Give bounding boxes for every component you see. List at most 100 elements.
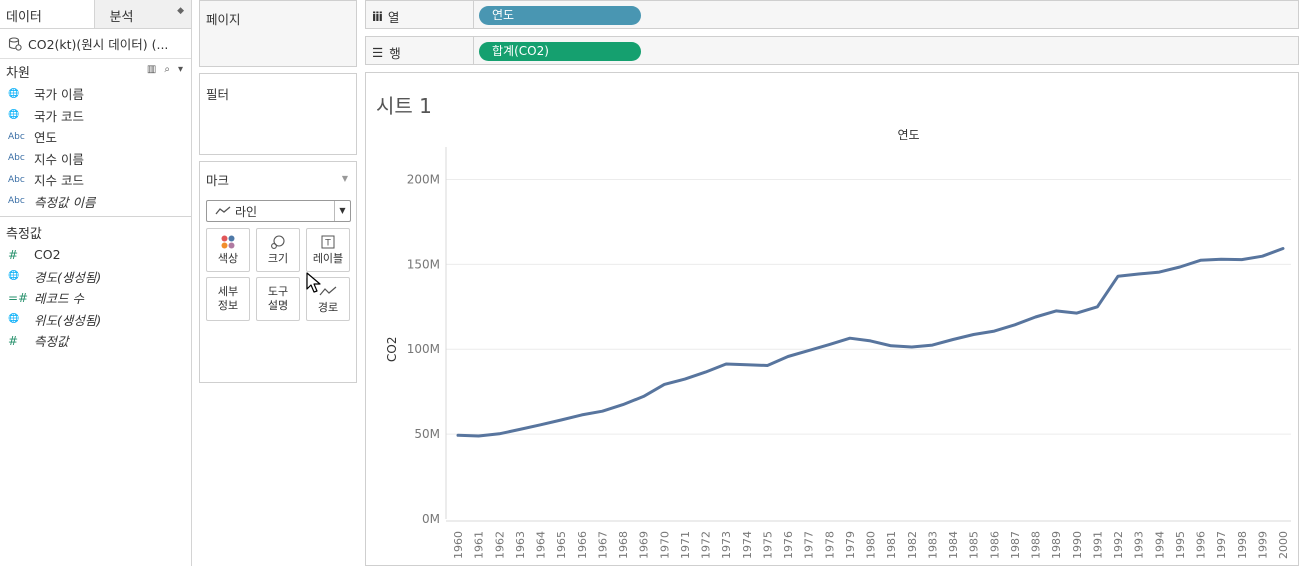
line-mark-icon: [215, 206, 231, 215]
x-tick-label: 1996: [1195, 531, 1208, 559]
x-tick-label: 1976: [782, 531, 795, 559]
pages-title: 페이지: [206, 12, 241, 27]
search-icon[interactable]: ⌕: [164, 64, 170, 75]
measure-field[interactable]: 🌐 경도(생성됨): [0, 266, 191, 288]
columns-shelf-label: iii 열: [372, 7, 399, 26]
dimension-field-label: 국가 이름: [34, 87, 84, 103]
text-label-icon: T: [321, 234, 335, 250]
dimension-field[interactable]: Abc 지수 이름: [0, 148, 191, 170]
x-tick-label: 1972: [700, 531, 713, 559]
x-tick-label: 1969: [638, 531, 651, 559]
dimension-field[interactable]: Abc 지수 코드: [0, 169, 191, 191]
x-tick-label: 1983: [926, 531, 939, 559]
svg-text:T: T: [324, 239, 331, 249]
measure-field[interactable]: 🌐 위도(생성됨): [0, 309, 191, 331]
measure-field-label: 레코드 수: [34, 291, 84, 307]
path-icon: [319, 283, 337, 299]
chevron-down-icon: ▼: [334, 201, 350, 221]
y-tick-label: 50M: [414, 427, 440, 441]
dimension-field[interactable]: 🌐 국가 이름: [0, 83, 191, 105]
marks-menu-icon[interactable]: ▼: [341, 174, 348, 183]
x-tick-label: 1985: [968, 531, 981, 559]
series-line: [456, 247, 1285, 438]
filters-title: 필터: [206, 87, 230, 102]
columns-icon: iii: [372, 9, 383, 24]
color-button[interactable]: 색상: [206, 228, 250, 272]
columns-pill-year[interactable]: 연도: [479, 6, 641, 25]
x-tick-label: 1970: [658, 531, 671, 559]
measure-field-label: 위도(생성됨): [34, 312, 102, 328]
label-button[interactable]: T 레이블: [306, 228, 350, 272]
size-button[interactable]: 크기: [256, 228, 300, 272]
dimension-field-label: 연도: [34, 130, 58, 146]
measure-field[interactable]: # CO2: [0, 244, 191, 266]
x-tick-label: 1980: [865, 531, 878, 559]
x-tick-label: 1973: [720, 531, 733, 559]
view-list-icon[interactable]: ▥: [146, 64, 157, 75]
dimensions-list: 🌐 국가 이름 🌐 국가 코드 Abc 연도 Abc 지수 이름 Abc 지수 코드 Abc 측정값 …: [0, 83, 191, 212]
data-pane-tabs: 데이터 분석 ◆: [0, 0, 191, 29]
globe-icon: 🌐: [8, 314, 20, 325]
rows-shelf[interactable]: ☰ 행 합계(CO2): [365, 36, 1299, 65]
detail-button[interactable]: 세부 정보: [206, 277, 250, 321]
rows-pill-co2[interactable]: 합계(CO2): [479, 42, 641, 61]
x-tick-label: 1995: [1174, 531, 1187, 559]
line-chart: 연도 0M 50M 100M 150M 200M CO2 1960 1961 1962 1963 19…: [385, 128, 1291, 559]
tab-analysis[interactable]: 분석 ◆: [95, 0, 191, 28]
datasource-icon: [8, 36, 22, 51]
dimension-field[interactable]: Abc 측정값 이름: [0, 191, 191, 213]
x-tick-label: 1982: [906, 531, 919, 559]
x-tick-label: 1994: [1153, 531, 1166, 559]
x-tick-label: 1962: [493, 531, 506, 559]
x-tick-label: 1960: [452, 531, 465, 559]
color-icon: [220, 234, 236, 250]
tooltip-label-2: 설명: [267, 299, 289, 312]
number-type-icon: =#: [8, 290, 29, 305]
x-tick-label: 1998: [1236, 531, 1249, 559]
path-button[interactable]: 경로: [306, 277, 350, 321]
rows-shelf-label: ☰ 행: [372, 43, 401, 62]
x-tick-label: 1990: [1071, 531, 1084, 559]
y-tick-label: 150M: [407, 257, 440, 271]
x-tick-label: 1964: [535, 531, 548, 559]
tab-analysis-label: 분석: [109, 10, 134, 25]
columns-shelf[interactable]: iii 열 연도: [365, 0, 1299, 29]
size-label: 크기: [267, 252, 289, 266]
dimensions-menu-icon[interactable]: ▾: [177, 64, 183, 75]
measure-field-label: CO2: [34, 247, 61, 263]
data-pane: 데이터 분석 ◆ CO2(kt)(원시 데이터) (... 차원 ▥ ⌕ ▾ 🌐…: [0, 0, 192, 566]
x-tick-label: 1974: [741, 531, 754, 559]
tab-data[interactable]: 데이터: [0, 0, 96, 28]
color-label: 색상: [217, 252, 239, 266]
dimension-field-label: 지수 코드: [34, 173, 84, 189]
filters-card[interactable]: 필터: [199, 73, 357, 155]
detail-label-2: 정보: [217, 299, 239, 312]
pages-card[interactable]: 페이지: [199, 0, 357, 67]
tab-menu-icon[interactable]: ◆: [177, 6, 184, 16]
x-tick-label: 1984: [947, 531, 960, 559]
shelf-divider: [473, 1, 474, 28]
measure-field[interactable]: # 측정값: [0, 330, 191, 352]
measure-field[interactable]: =# 레코드 수: [0, 287, 191, 309]
dimensions-header: 차원 ▥ ⌕ ▾: [0, 59, 191, 83]
dimensions-title: 차원: [6, 65, 30, 81]
x-tick-label: 1961: [473, 531, 486, 559]
sheet-title[interactable]: 시트 1: [376, 94, 432, 118]
rows-label: 행: [389, 46, 401, 61]
globe-icon: 🌐: [8, 110, 20, 121]
tooltip-label-1: 도구: [267, 285, 289, 299]
mark-type-dropdown[interactable]: 라인 ▼: [206, 200, 351, 222]
x-tick-label: 2000: [1277, 531, 1290, 559]
size-icon: [270, 234, 286, 250]
x-tick-label: 1977: [803, 531, 816, 559]
dimension-field[interactable]: 🌐 국가 코드: [0, 105, 191, 127]
measures-list: # CO2 🌐 경도(생성됨) =# 레코드 수 🌐 위도(생성됨) # 측정값: [0, 244, 191, 352]
tooltip-button[interactable]: 도구 설명: [256, 277, 300, 321]
x-tick-label: 1981: [885, 531, 898, 559]
dimension-field[interactable]: Abc 연도: [0, 126, 191, 148]
string-type-icon: Abc: [8, 131, 25, 142]
datasource-item[interactable]: CO2(kt)(원시 데이터) (...: [0, 29, 191, 59]
x-tick-label: 1965: [555, 531, 568, 559]
dimension-field-label: 측정값 이름: [34, 194, 96, 210]
datasource-name: CO2(kt)(원시 데이터) (...: [28, 37, 169, 52]
